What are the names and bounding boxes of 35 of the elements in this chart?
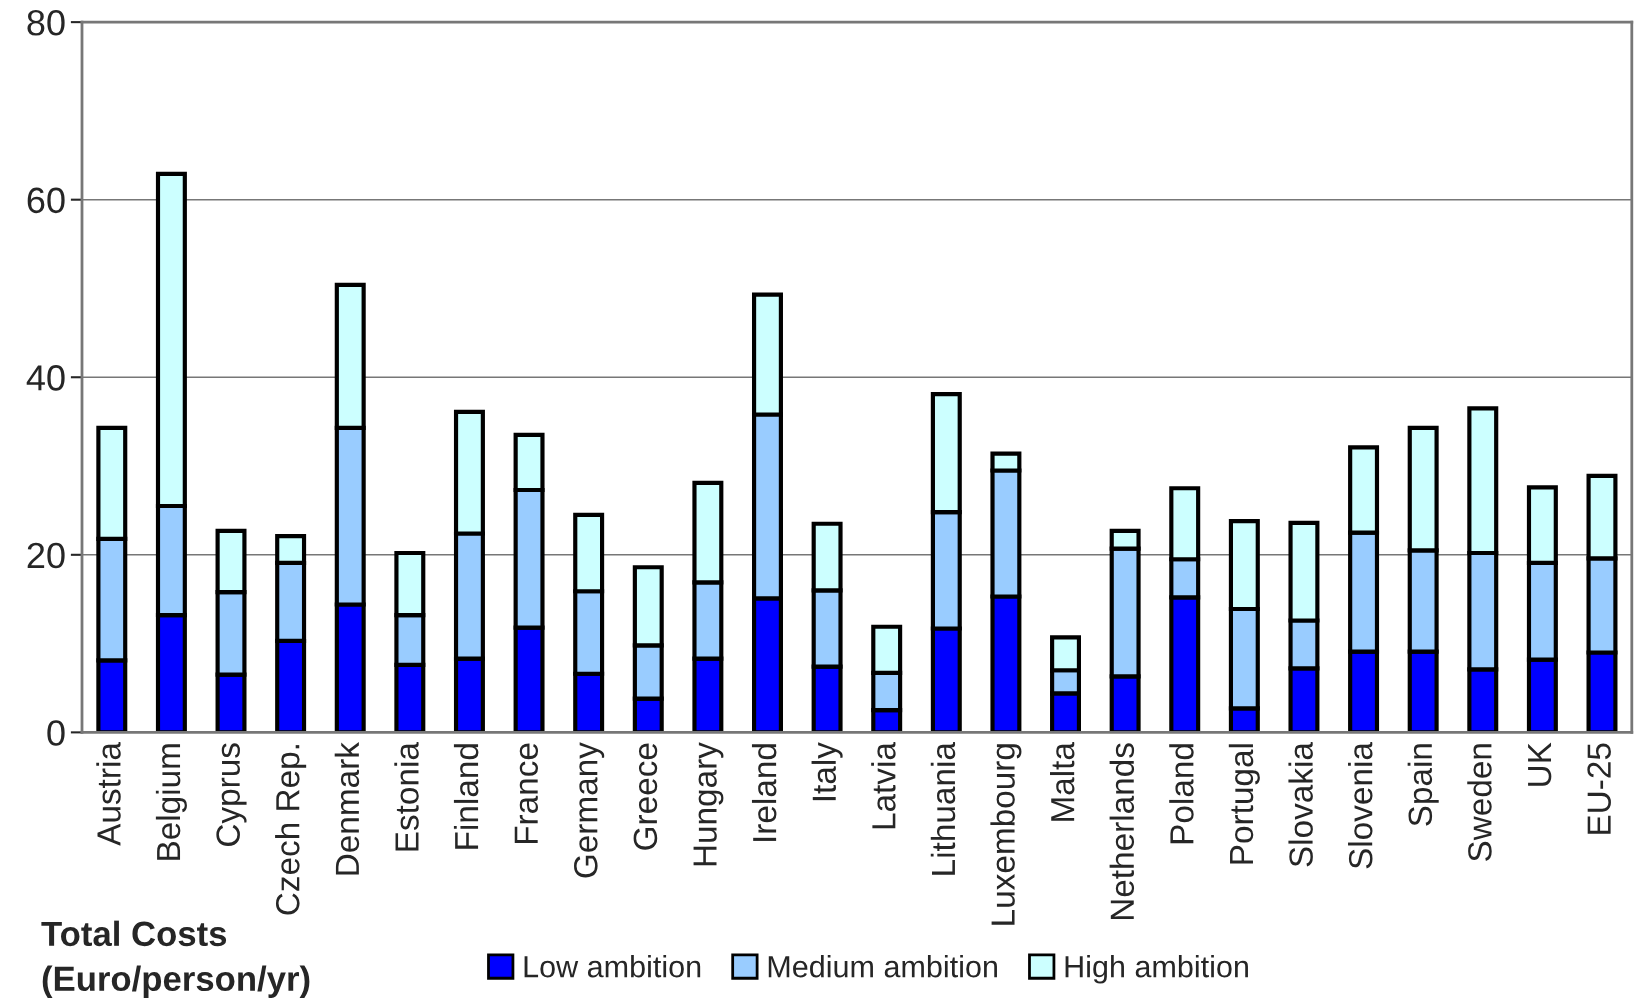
- x-tick-label: Cyprus: [216, 743, 247, 846]
- x-tick-label: Luxembourg: [990, 744, 1022, 925]
- y-tick-label: 0: [47, 720, 65, 746]
- x-tick-label: Sweden: [1467, 744, 1492, 862]
- x-tick-label: Austria: [96, 742, 121, 846]
- x-tick-label: Netherlands: [1109, 743, 1135, 920]
- x-tick-label: Belgium: [155, 744, 187, 860]
- x-tick-label: Slovenia: [1348, 742, 1373, 869]
- x-tick-label: Italy: [811, 742, 843, 801]
- x-tick-label: Ireland: [751, 744, 777, 841]
- x-tick-label: Estonia: [394, 742, 419, 851]
- x-tick-label: Portugal: [1228, 744, 1260, 864]
- x-tick-label: Greece: [633, 743, 658, 850]
- x-tick-label: UK: [1528, 742, 1552, 786]
- x-tick-label: France: [514, 743, 539, 844]
- x-tick-label: Slovakia: [1288, 742, 1313, 867]
- y-tick-label: 20: [27, 542, 65, 569]
- legend-label: Low ambition: [524, 955, 701, 978]
- x-tick-label: Malta: [1049, 742, 1075, 821]
- y-tick-label: 40: [26, 365, 65, 391]
- x-tick-label: Germany: [574, 742, 605, 878]
- x-tick-label: Finland: [453, 744, 479, 849]
- legend-label: Medium ambition: [768, 955, 997, 978]
- legend-label: High ambition: [1065, 955, 1248, 984]
- y-tick-label: 80: [27, 10, 65, 36]
- x-tick-label: EU-25: [1587, 743, 1611, 834]
- y-tick-label: 60: [27, 187, 65, 214]
- x-tick-label: Spain: [1407, 744, 1439, 826]
- x-tick-label: Lithuania: [930, 742, 956, 875]
- x-tick-label: Poland: [1169, 744, 1194, 844]
- x-tick-label: Latvia: [871, 742, 896, 829]
- x-tick-label: Czech Rep.: [275, 745, 307, 915]
- x-tick-label: Hungary: [693, 742, 724, 866]
- x-tick-label: Denmark: [334, 742, 360, 875]
- y-axis-title: Total Costs (Euro/person/yr): [41, 920, 310, 998]
